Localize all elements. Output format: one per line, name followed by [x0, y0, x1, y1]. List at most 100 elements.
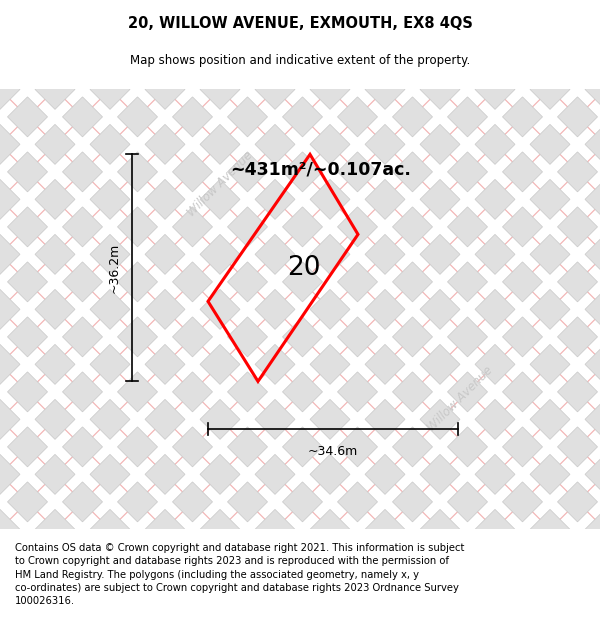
Polygon shape	[145, 399, 185, 439]
Polygon shape	[585, 234, 600, 274]
Polygon shape	[392, 97, 433, 137]
Polygon shape	[118, 372, 157, 412]
Polygon shape	[310, 399, 350, 439]
Polygon shape	[310, 124, 350, 164]
Polygon shape	[145, 289, 185, 329]
Polygon shape	[585, 509, 600, 549]
Polygon shape	[118, 97, 157, 137]
Polygon shape	[310, 454, 350, 494]
Polygon shape	[173, 427, 212, 467]
Polygon shape	[255, 179, 295, 219]
Polygon shape	[0, 344, 20, 384]
Polygon shape	[448, 482, 487, 522]
Polygon shape	[475, 509, 515, 549]
Polygon shape	[35, 509, 75, 549]
Polygon shape	[530, 344, 570, 384]
Polygon shape	[145, 124, 185, 164]
Polygon shape	[0, 124, 20, 164]
Polygon shape	[283, 427, 323, 467]
Polygon shape	[173, 152, 212, 192]
Polygon shape	[255, 344, 295, 384]
Text: 20, WILLOW AVENUE, EXMOUTH, EX8 4QS: 20, WILLOW AVENUE, EXMOUTH, EX8 4QS	[128, 16, 472, 31]
Polygon shape	[90, 509, 130, 549]
Polygon shape	[585, 344, 600, 384]
Polygon shape	[557, 262, 598, 302]
Polygon shape	[365, 399, 405, 439]
Polygon shape	[145, 454, 185, 494]
Polygon shape	[448, 152, 487, 192]
Text: Contains OS data © Crown copyright and database right 2021. This information is : Contains OS data © Crown copyright and d…	[15, 543, 464, 606]
Polygon shape	[392, 317, 433, 357]
Polygon shape	[503, 482, 542, 522]
Polygon shape	[145, 179, 185, 219]
Polygon shape	[145, 344, 185, 384]
Polygon shape	[90, 234, 130, 274]
Polygon shape	[475, 124, 515, 164]
Polygon shape	[585, 179, 600, 219]
Polygon shape	[365, 454, 405, 494]
Polygon shape	[35, 289, 75, 329]
Polygon shape	[227, 152, 268, 192]
Polygon shape	[475, 234, 515, 274]
Polygon shape	[7, 152, 47, 192]
Polygon shape	[0, 399, 20, 439]
Polygon shape	[255, 454, 295, 494]
Polygon shape	[530, 509, 570, 549]
Polygon shape	[365, 69, 405, 109]
Polygon shape	[200, 454, 240, 494]
Polygon shape	[200, 399, 240, 439]
Polygon shape	[585, 454, 600, 494]
Polygon shape	[90, 399, 130, 439]
Polygon shape	[62, 97, 103, 137]
Polygon shape	[365, 124, 405, 164]
Polygon shape	[200, 509, 240, 549]
Polygon shape	[475, 454, 515, 494]
Polygon shape	[585, 399, 600, 439]
Polygon shape	[145, 69, 185, 109]
Polygon shape	[35, 454, 75, 494]
Polygon shape	[420, 179, 460, 219]
Polygon shape	[62, 372, 103, 412]
Polygon shape	[420, 234, 460, 274]
Polygon shape	[557, 482, 598, 522]
Polygon shape	[7, 482, 47, 522]
Polygon shape	[0, 69, 20, 109]
Polygon shape	[365, 344, 405, 384]
Polygon shape	[0, 454, 20, 494]
Polygon shape	[35, 69, 75, 109]
Polygon shape	[392, 262, 433, 302]
Polygon shape	[530, 69, 570, 109]
Polygon shape	[365, 179, 405, 219]
Polygon shape	[503, 152, 542, 192]
Polygon shape	[475, 289, 515, 329]
Polygon shape	[420, 344, 460, 384]
Polygon shape	[448, 317, 487, 357]
Polygon shape	[283, 372, 323, 412]
Polygon shape	[62, 207, 103, 247]
Polygon shape	[530, 179, 570, 219]
Polygon shape	[392, 482, 433, 522]
Polygon shape	[365, 234, 405, 274]
Polygon shape	[255, 234, 295, 274]
Polygon shape	[503, 97, 542, 137]
Polygon shape	[310, 344, 350, 384]
Polygon shape	[283, 97, 323, 137]
Polygon shape	[530, 289, 570, 329]
Polygon shape	[227, 317, 268, 357]
Polygon shape	[35, 124, 75, 164]
Polygon shape	[62, 482, 103, 522]
Polygon shape	[310, 179, 350, 219]
Polygon shape	[448, 97, 487, 137]
Polygon shape	[227, 372, 268, 412]
Polygon shape	[283, 152, 323, 192]
Polygon shape	[173, 372, 212, 412]
Polygon shape	[7, 317, 47, 357]
Polygon shape	[392, 207, 433, 247]
Polygon shape	[200, 289, 240, 329]
Polygon shape	[227, 482, 268, 522]
Polygon shape	[118, 317, 157, 357]
Polygon shape	[90, 344, 130, 384]
Polygon shape	[557, 317, 598, 357]
Polygon shape	[200, 124, 240, 164]
Polygon shape	[530, 399, 570, 439]
